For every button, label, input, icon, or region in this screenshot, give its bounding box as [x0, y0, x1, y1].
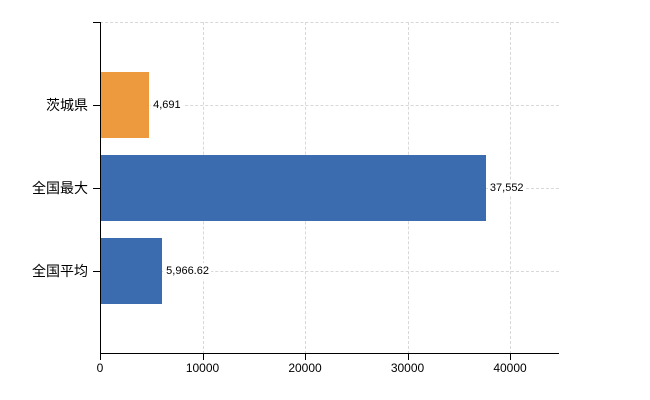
- x-axis-tick: [407, 354, 409, 360]
- x-axis-tick-label: 40000: [493, 361, 527, 375]
- gridline-category: [100, 105, 559, 106]
- bar-value-label: 4,691: [151, 97, 183, 113]
- bar: [101, 72, 150, 138]
- x-axis-tick-label: 30000: [390, 361, 425, 375]
- bar: [101, 238, 163, 304]
- y-axis-tick: [93, 105, 100, 106]
- gridline-top: [100, 22, 559, 23]
- gridline-category: [100, 271, 559, 272]
- plot-area: 0 10000 20000 30000 40000 4,691 37,552 5,966.62: [97, 22, 559, 375]
- y-axis-tick: [93, 188, 100, 189]
- y-axis-end-tick: [93, 22, 100, 23]
- x-axis-tick: [510, 354, 511, 360]
- bar-value-label: 5,966.62: [164, 263, 211, 279]
- y-axis: [100, 22, 101, 354]
- x-axis-tick-label: 0: [96, 361, 104, 375]
- x-axis-tick: [202, 354, 204, 360]
- x-axis-tick-label: 10000: [185, 361, 220, 375]
- y-axis-tick: [93, 271, 100, 272]
- x-axis: [100, 353, 559, 354]
- category-label: 全国平均: [32, 263, 88, 279]
- category-label: 全国最大: [32, 180, 88, 196]
- x-axis-tick: [305, 354, 306, 360]
- bar: [101, 155, 486, 221]
- x-axis-tick-label: 20000: [288, 361, 322, 375]
- category-label: 茨城県: [46, 97, 88, 113]
- bar-value-label: 37,552: [487, 180, 526, 196]
- x-axis-tick: [100, 354, 101, 360]
